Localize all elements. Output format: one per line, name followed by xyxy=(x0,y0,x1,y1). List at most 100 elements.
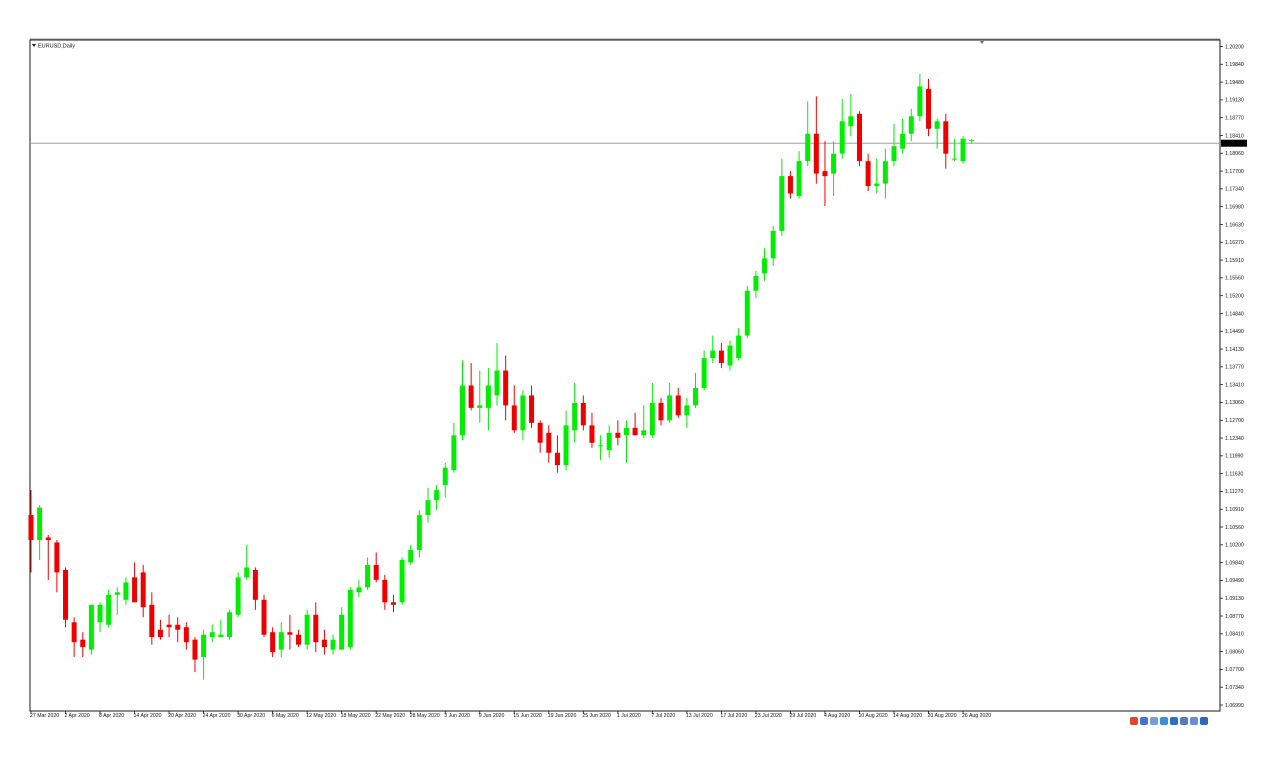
candle-body xyxy=(201,634,207,658)
x-tick-label: 20 Apr 2020 xyxy=(168,713,196,719)
candle-body xyxy=(779,176,785,231)
app-icon[interactable] xyxy=(1180,717,1188,725)
candle-body xyxy=(451,435,457,471)
candle-body xyxy=(149,604,155,638)
candle-body xyxy=(589,425,595,443)
candle-body xyxy=(511,405,517,431)
x-tick-label: 18 May 2020 xyxy=(341,713,371,719)
app-icon[interactable] xyxy=(1130,717,1138,725)
candle-body xyxy=(606,432,612,451)
candle-body xyxy=(442,467,448,486)
x-tick-label: 17 Jul 2020 xyxy=(720,713,747,719)
candle-body xyxy=(140,572,146,608)
price-axis[interactable]: 1.20200 1.19840 1.19480 1.19130 1.18770 1.184… xyxy=(1220,44,1244,709)
y-tick-label: 1.15200 xyxy=(1225,293,1244,299)
candle-body xyxy=(209,632,215,638)
candle-body xyxy=(641,430,647,436)
app-icon[interactable] xyxy=(1160,717,1168,725)
candle-body xyxy=(278,632,284,650)
candle-body xyxy=(365,564,371,588)
x-tick-label: 2 Apr 2020 xyxy=(65,713,90,719)
candle-body xyxy=(54,542,60,573)
candle-body xyxy=(28,515,34,541)
candle-body xyxy=(252,569,258,600)
x-tick-label: 14 Apr 2020 xyxy=(134,713,162,719)
x-tick-label: 7 Jul 2020 xyxy=(651,713,675,719)
y-tick-label: 1.14840 xyxy=(1225,311,1244,317)
candle-body xyxy=(865,161,871,187)
y-tick-label: 1.18410 xyxy=(1225,133,1244,139)
candle-body xyxy=(900,133,906,149)
y-tick-label: 1.19840 xyxy=(1225,62,1244,68)
y-tick-label: 1.19130 xyxy=(1225,98,1244,104)
x-tick-label: 6 May 2020 xyxy=(272,713,299,719)
candle-body xyxy=(485,385,491,408)
app-icon[interactable] xyxy=(1190,717,1198,725)
candle-body xyxy=(537,422,543,443)
candle-body xyxy=(468,385,474,408)
candle-body xyxy=(856,113,862,162)
app-icon[interactable] xyxy=(1170,717,1178,725)
symbol-dropdown-icon[interactable] xyxy=(32,44,36,47)
x-tick-label: 8 Apr 2020 xyxy=(99,713,124,719)
y-tick-label: 1.08060 xyxy=(1225,649,1244,655)
candle-body xyxy=(390,602,396,605)
y-tick-label: 1.13060 xyxy=(1225,400,1244,406)
candle-body xyxy=(580,402,586,426)
candle-body xyxy=(623,427,629,436)
candle-body xyxy=(261,599,267,635)
candle-body xyxy=(684,405,690,416)
candle-body xyxy=(693,387,699,406)
candle-body xyxy=(770,230,776,259)
candle-body xyxy=(157,629,163,638)
y-tick-label: 1.16270 xyxy=(1225,240,1244,246)
candle-body xyxy=(891,146,897,162)
candle-body xyxy=(399,559,405,603)
candle-body xyxy=(926,88,932,129)
candle-body xyxy=(218,634,224,638)
candle-body xyxy=(718,350,724,364)
candle-body xyxy=(874,183,880,187)
y-tick-label: 1.17340 xyxy=(1225,187,1244,193)
y-tick-label: 1.14130 xyxy=(1225,347,1244,353)
y-tick-label: 1.14490 xyxy=(1225,329,1244,335)
candle-body xyxy=(425,500,431,516)
y-tick-label: 1.06990 xyxy=(1225,703,1244,709)
x-tick-label: 27 Mar 2020 xyxy=(30,713,59,719)
candle-body xyxy=(667,395,673,421)
candle-body xyxy=(477,405,483,408)
y-tick-label: 1.11630 xyxy=(1225,471,1243,477)
candle-body xyxy=(339,614,345,650)
x-tick-label: 1 Jul 2020 xyxy=(617,713,641,719)
time-axis[interactable]: 27 Mar 2020 2 Apr 2020 8 Apr 2020 14 Apr 20… xyxy=(30,711,991,719)
y-tick-label: 1.08770 xyxy=(1225,614,1244,620)
current-price-label: 1.18276 xyxy=(1223,141,1242,147)
y-tick-label: 1.08410 xyxy=(1225,632,1244,638)
candle-body xyxy=(554,452,560,466)
x-tick-label: 13 Jul 2020 xyxy=(686,713,713,719)
candle-body xyxy=(132,577,138,603)
candle-body xyxy=(943,121,949,154)
candle-body xyxy=(649,402,655,436)
shift-marker-icon[interactable] xyxy=(980,41,984,44)
candle-body xyxy=(244,567,250,578)
x-tick-label: 25 Jun 2020 xyxy=(582,713,611,719)
y-tick-label: 1.18060 xyxy=(1225,151,1244,157)
candle-body xyxy=(572,402,578,431)
candle-body xyxy=(88,604,94,650)
app-icon[interactable] xyxy=(1150,717,1158,725)
x-tick-label: 24 Apr 2020 xyxy=(203,713,231,719)
y-tick-label: 1.13410 xyxy=(1225,382,1244,388)
y-tick-label: 1.16980 xyxy=(1225,204,1244,210)
candle-body xyxy=(460,385,465,436)
candle-body xyxy=(97,604,103,623)
candle-body xyxy=(831,153,837,174)
x-tick-label: 28 May 2020 xyxy=(410,713,440,719)
y-tick-label: 1.18770 xyxy=(1225,115,1244,121)
app-icon[interactable] xyxy=(1200,717,1208,725)
y-tick-label: 1.10560 xyxy=(1225,525,1244,531)
y-tick-label: 1.20200 xyxy=(1225,44,1244,50)
x-tick-label: 20 Aug 2020 xyxy=(928,713,957,719)
app-icon[interactable] xyxy=(1140,717,1148,725)
